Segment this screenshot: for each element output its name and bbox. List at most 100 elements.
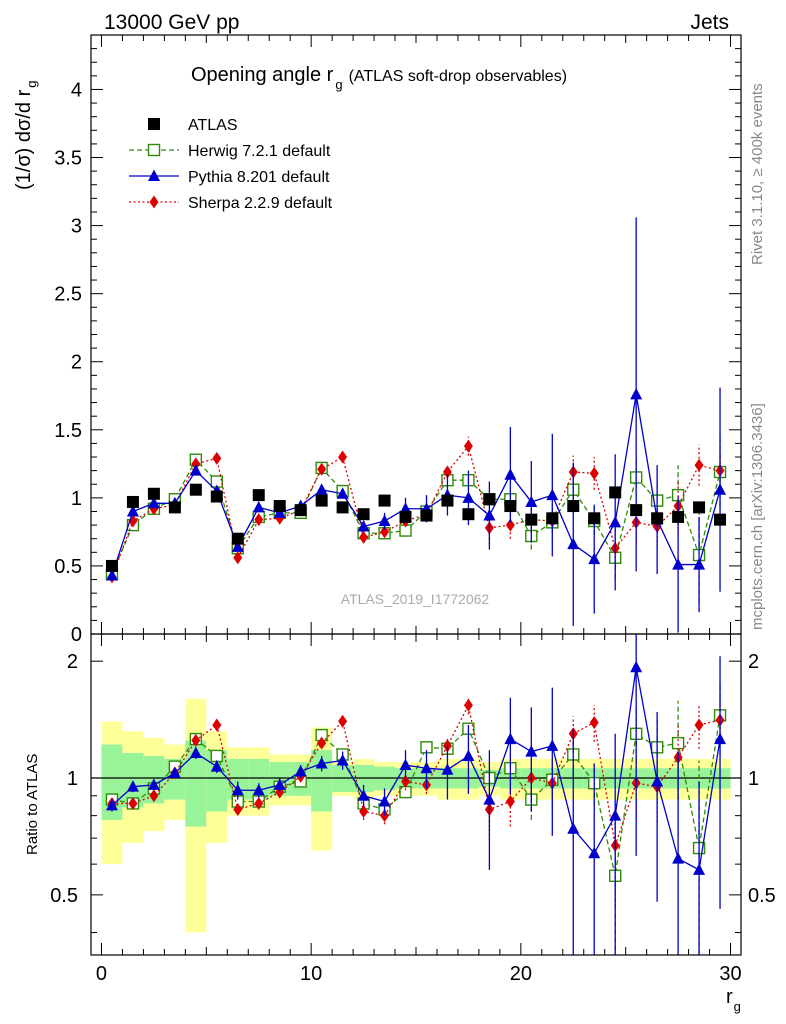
legend-entry-sherpa-2-2-9-default: Sherpa 2.2.9 default — [129, 195, 333, 212]
ratio-point-pythia-8-201-default-23 — [588, 846, 601, 859]
line-sherpa-2-2-9-default — [111, 444, 721, 578]
point-atlas-25 — [630, 504, 643, 517]
ratio-point-sherpa-2-2-9-default-7 — [254, 796, 264, 810]
y-axis-label: (1/σ) dσ/d rg — [13, 81, 39, 191]
point-atlas-6 — [231, 532, 244, 545]
point-atlas-28 — [693, 501, 706, 514]
point-atlas-24 — [609, 486, 622, 499]
y-tick-label-8: 4 — [71, 79, 82, 101]
y-axis-label-sub: g — [24, 81, 39, 88]
ratio-point-pythia-8-201-default-2 — [147, 778, 160, 790]
legend-marker-pythia-8-201-default — [148, 169, 160, 181]
point-atlas-23 — [588, 512, 601, 525]
point-atlas-13 — [378, 494, 391, 507]
main-panel-series — [105, 217, 727, 633]
ratio-point-sherpa-2-2-9-default-5 — [212, 718, 222, 732]
band-inner-bin-5 — [206, 750, 228, 812]
point-sherpa-2-2-9-default-11 — [338, 450, 348, 464]
point-atlas-9 — [294, 504, 307, 517]
point-atlas-29 — [714, 513, 727, 526]
point-pythia-8-201-default-14 — [399, 502, 412, 514]
title-suffix: (ATLAS soft-drop observables) — [349, 68, 567, 85]
point-sherpa-2-2-9-default-12 — [359, 530, 369, 544]
point-pythia-8-201-default-21 — [546, 488, 559, 501]
ratio-tick-label-right-2: 2 — [748, 651, 759, 673]
ratio-point-herwig-7-2-1-default-5 — [210, 749, 224, 763]
ratio-axis-label: Ratio to ATLAS — [24, 754, 41, 855]
band-inner-bin-4 — [185, 740, 207, 827]
ratio-tick-label-left-1: 1 — [67, 768, 78, 790]
point-pythia-8-201-default-25 — [630, 387, 643, 400]
point-atlas-4 — [189, 483, 202, 496]
ratio-point-pythia-8-201-default-28 — [693, 863, 706, 875]
point-atlas-27 — [672, 510, 685, 523]
point-atlas-5 — [210, 490, 223, 503]
legend-entry-pythia-8-201-default: Pythia 8.201 default — [129, 169, 330, 186]
point-atlas-18 — [483, 493, 496, 506]
point-pythia-8-201-default-7 — [252, 500, 265, 513]
ratio-point-pythia-8-201-default-18 — [483, 793, 496, 805]
point-atlas-1 — [126, 495, 139, 508]
point-pythia-8-201-default-2 — [147, 496, 160, 509]
point-atlas-7 — [252, 489, 265, 502]
point-atlas-19 — [504, 500, 517, 513]
point-pythia-8-201-default-4 — [189, 464, 202, 476]
ratio-point-pythia-8-201-default-6 — [231, 783, 244, 796]
point-pythia-8-201-default-8 — [273, 506, 286, 518]
y-tick-label-0: 0 — [71, 624, 82, 646]
ratio-point-sherpa-2-2-9-default-17 — [463, 698, 473, 712]
title-sub: g — [335, 77, 342, 92]
legend-label-pythia-8-201-default: Pythia 8.201 default — [188, 169, 330, 186]
point-sherpa-2-2-9-default-7 — [254, 513, 264, 527]
point-pythia-8-201-default-24 — [609, 515, 622, 528]
ratio-point-sherpa-2-2-9-default-23 — [589, 716, 599, 730]
ratio-point-sherpa-2-2-9-default-12 — [359, 804, 369, 818]
ratio-point-pythia-8-201-default-13 — [378, 795, 391, 807]
legend-label-sherpa-2-2-9-default: Sherpa 2.2.9 default — [188, 195, 333, 212]
point-sherpa-2-2-9-default-19 — [505, 518, 515, 532]
mcplots-label: mcplots.cern.ch [arXiv:1306.3436] — [749, 403, 766, 630]
point-sherpa-2-2-9-default-13 — [380, 525, 390, 539]
y-tick-label-1: 0.5 — [54, 556, 82, 578]
point-sherpa-2-2-9-default-17 — [463, 439, 473, 453]
ratio-tick-label-left-2: 2 — [67, 651, 78, 673]
ratio-point-pythia-8-201-default-27 — [672, 852, 685, 864]
legend: ATLAS Herwig 7.2.1 default Pythia 8.201 de… — [129, 117, 333, 212]
point-pythia-8-201-default-22 — [567, 537, 580, 550]
series-pythia-8-201-default — [105, 217, 727, 633]
point-atlas-10 — [315, 494, 328, 507]
point-atlas-3 — [168, 501, 181, 514]
ratio-point-sherpa-2-2-9-default-4 — [191, 733, 201, 747]
ratio-point-sherpa-2-2-9-default-1 — [128, 796, 138, 810]
y-tick-label-4: 2 — [71, 352, 82, 374]
x-axis-label-sub: g — [734, 999, 741, 1014]
legend-entry-atlas: ATLAS — [148, 117, 238, 134]
ratio-point-pythia-8-201-default-16 — [441, 763, 454, 775]
line-pythia-8-201-default — [111, 394, 721, 576]
ratio-point-sherpa-2-2-9-default-19 — [505, 795, 515, 809]
x-tick-label-2: 20 — [510, 963, 532, 985]
ratio-series-pythia-8-201-default — [105, 634, 727, 955]
point-pythia-8-201-default-28 — [693, 558, 706, 570]
header-right: Jets — [690, 11, 729, 34]
ratio-point-pythia-8-201-default-8 — [273, 778, 286, 790]
x-axis-label: rg — [726, 986, 741, 1014]
y-tick-label-2: 1 — [71, 488, 82, 510]
point-sherpa-2-2-9-default-4 — [191, 457, 201, 471]
ratio-tick-label-right-0: 0.5 — [748, 885, 776, 907]
point-atlas-0 — [105, 559, 118, 572]
ratio-line-sherpa-2-2-9-default — [111, 703, 721, 846]
point-atlas-22 — [567, 500, 580, 513]
point-pythia-8-201-default-23 — [588, 552, 601, 565]
point-sherpa-2-2-9-default-23 — [589, 466, 599, 480]
series-atlas — [105, 483, 727, 572]
ratio-point-pythia-8-201-default-1 — [126, 780, 139, 792]
ratio-point-pythia-8-201-default-26 — [651, 774, 664, 787]
point-atlas-2 — [147, 487, 160, 500]
ratio-point-pythia-8-201-default-21 — [546, 739, 559, 751]
y-tick-label-6: 3 — [71, 216, 82, 238]
ratio-point-pythia-8-201-default-0 — [105, 798, 118, 811]
ratio-point-pythia-8-201-default-17 — [462, 749, 475, 761]
point-atlas-11 — [336, 501, 349, 514]
